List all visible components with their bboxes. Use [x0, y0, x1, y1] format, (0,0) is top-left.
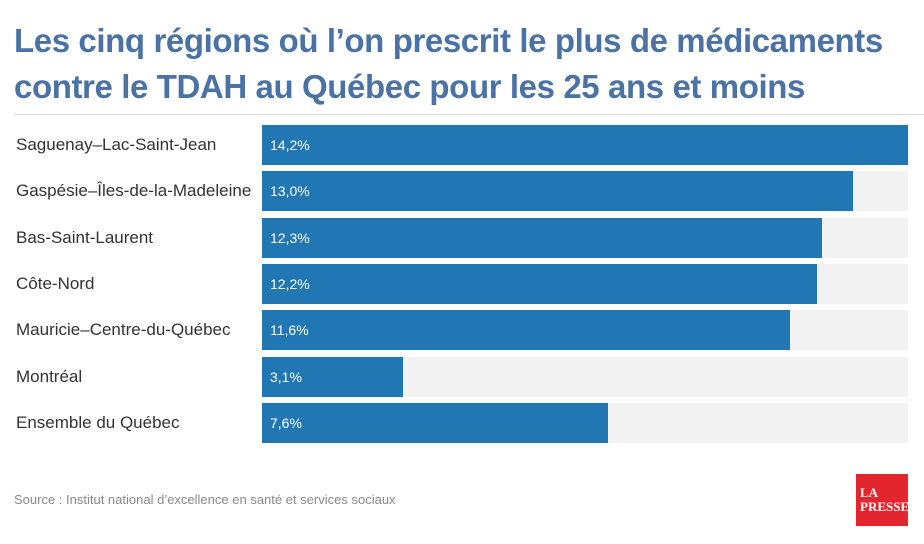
- bar-track: 12,3%: [262, 217, 908, 258]
- chart-title: Les cinq régions où l’on prescrit le plu…: [14, 22, 883, 105]
- bar: 14,2%: [262, 125, 908, 165]
- title-divider: [14, 114, 924, 115]
- bar-value-label: 3,1%: [270, 368, 302, 385]
- category-label: Montréal: [16, 366, 83, 386]
- chart-row: Saguenay–Lac-Saint-Jean 14,2%: [0, 125, 924, 165]
- bar: 12,3%: [262, 217, 822, 258]
- bar-track: 3,1%: [262, 356, 908, 397]
- bar: 3,1%: [262, 356, 403, 397]
- bar-value-label: 11,6%: [270, 322, 309, 339]
- chart-row: Gaspésie–Îles-de-la-Madeleine 13,0%: [0, 171, 924, 212]
- category-label: Ensemble du Québec: [16, 412, 180, 432]
- bar-track: 11,6%: [262, 310, 908, 351]
- bar-track: 12,2%: [262, 263, 908, 304]
- category-label: Gaspésie–Îles-de-la-Madeleine: [16, 181, 252, 201]
- bar-value-label: 13,0%: [270, 183, 310, 200]
- bar: 13,0%: [262, 171, 853, 212]
- bar-value-label: 14,2%: [270, 137, 310, 153]
- chart-row: Bas-Saint-Laurent 12,3%: [0, 217, 924, 258]
- bar-track: 13,0%: [262, 171, 908, 212]
- chart-row: Côte-Nord 12,2%: [0, 263, 924, 304]
- chart-row: Montréal 3,1%: [0, 356, 924, 397]
- bar: 12,2%: [262, 263, 817, 304]
- logo-line-2: PRESSE: [860, 499, 910, 514]
- category-label: Côte-Nord: [16, 273, 95, 293]
- chart-row: Mauricie–Centre-du-Québec 11,6%: [0, 310, 924, 351]
- bar-track: 14,2%: [262, 125, 908, 165]
- logo-line-1: LA: [860, 485, 879, 500]
- category-label: Mauricie–Centre-du-Québec: [16, 320, 231, 340]
- la-presse-logo: LA PRESSE: [856, 474, 910, 526]
- chart-row: Ensemble du Québec 7,6%: [0, 402, 924, 443]
- bar-value-label: 7,6%: [270, 414, 302, 431]
- source-note: Source : Institut national d’excellence …: [14, 492, 396, 507]
- category-label: Bas-Saint-Laurent: [16, 227, 154, 247]
- bar-value-label: 12,2%: [270, 275, 310, 292]
- bar: 7,6%: [262, 402, 608, 443]
- bar-value-label: 12,3%: [270, 229, 310, 246]
- bar: 11,6%: [262, 310, 790, 351]
- category-label: Saguenay–Lac-Saint-Jean: [16, 135, 217, 154]
- bar-track: 7,6%: [262, 402, 908, 443]
